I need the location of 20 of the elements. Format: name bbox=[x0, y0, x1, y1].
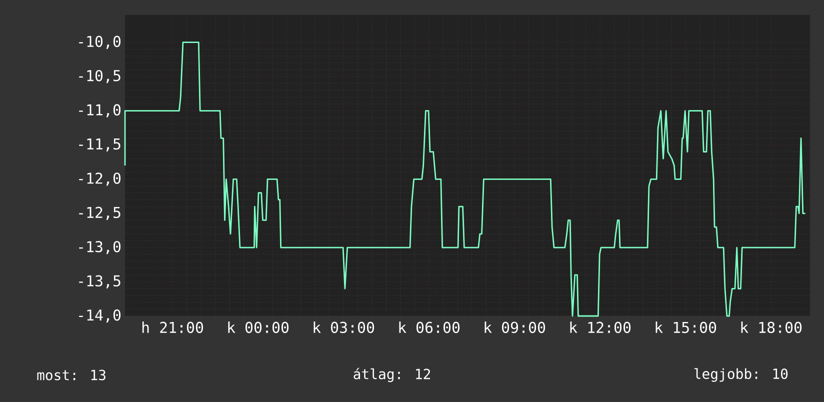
y-tick-label: -12,0 bbox=[79, 172, 120, 186]
text: most: 13 bbox=[37, 370, 106, 380]
y-tick-label: -11,5 bbox=[79, 138, 120, 152]
x-tick-label: k 00:00 bbox=[228, 322, 289, 334]
y-tick-label: -12,5 bbox=[79, 206, 120, 220]
y-tick-label: -10,5 bbox=[79, 70, 120, 84]
y-tick-label: -14,0 bbox=[79, 309, 120, 323]
y-tick-label: -13,0 bbox=[79, 240, 120, 254]
y-tick-label: -13,5 bbox=[79, 275, 120, 288]
x-tick-label: k 09:00 bbox=[484, 322, 546, 334]
x-tick-label: k 03:00 bbox=[314, 322, 374, 334]
text: legjobb: 10 bbox=[694, 368, 788, 382]
x-tick-label: k 18:00 bbox=[741, 322, 802, 334]
x-tick-label: h 21:00 bbox=[142, 322, 204, 334]
x-tick-label: k 12:00 bbox=[570, 322, 631, 334]
y-tick-label: -10,0 bbox=[79, 36, 120, 49]
x-tick-label: k 06:00 bbox=[399, 322, 460, 334]
x-tick-label: k 15:00 bbox=[656, 322, 716, 334]
text: átlag: 12 bbox=[354, 368, 430, 382]
y-tick-label: -11,0 bbox=[79, 104, 120, 118]
